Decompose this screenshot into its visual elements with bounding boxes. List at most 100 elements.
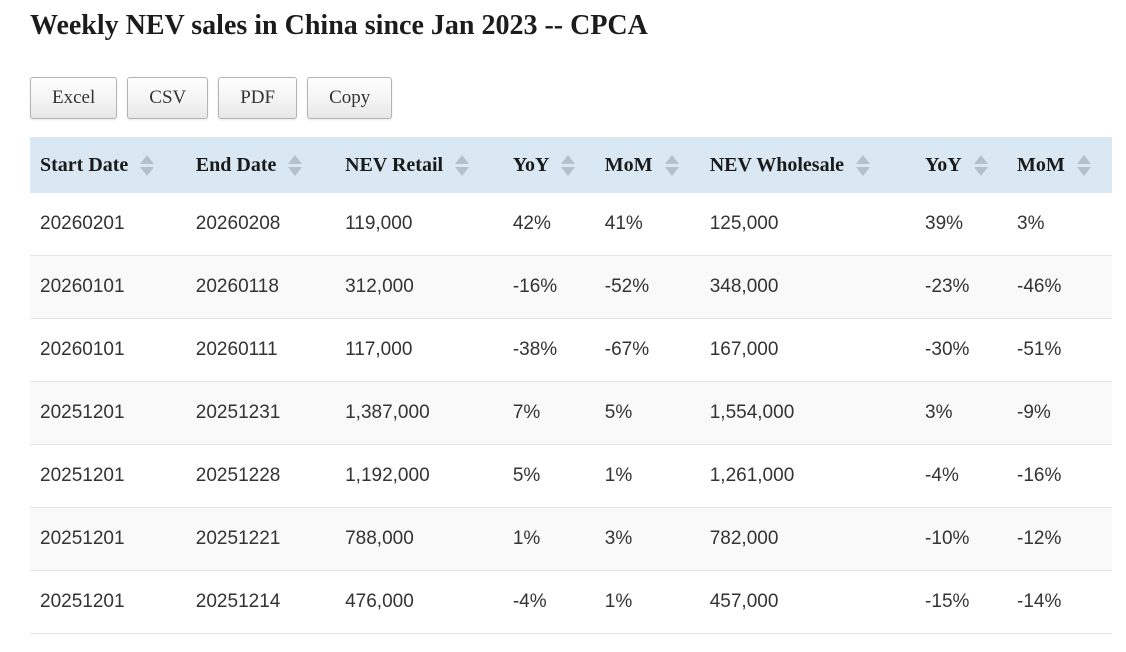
table-row: 20260101 20260111 117,000 -38% -67% 167,000 -3… [30, 318, 1112, 382]
sort-desc-icon [288, 166, 303, 176]
copy-button[interactable]: Copy [307, 77, 393, 119]
table-cell: 788,000 [335, 507, 503, 571]
table-cell: 1,192,000 [335, 444, 503, 508]
table-cell: 41% [594, 192, 700, 256]
sort-asc-icon [1076, 154, 1091, 164]
sort-arrows-icon [973, 154, 988, 176]
table-cell: 20251201 [30, 570, 186, 634]
column-header-retail-mom[interactable]: MoM [594, 137, 700, 193]
table-cell: 5% [502, 444, 595, 508]
table-cell: 20260118 [185, 255, 336, 319]
column-header-wholesale-yoy[interactable]: YoY [915, 137, 1008, 193]
table-cell: 1,387,000 [335, 381, 503, 445]
table-cell: 20251221 [185, 507, 336, 571]
table-cell: -30% [915, 318, 1008, 382]
table-cell: -51% [1007, 318, 1112, 382]
table-body: 20260201 20260208 119,000 42% 41% 125,000 39% 3… [30, 192, 1112, 634]
page-title: Weekly NEV sales in China since Jan 2023… [30, 10, 648, 41]
column-label: YoY [512, 153, 550, 176]
table-cell: -4% [915, 444, 1008, 508]
sort-desc-icon [973, 166, 988, 176]
table-cell: 1% [502, 507, 595, 571]
table-cell: -16% [502, 255, 595, 319]
table-cell: -12% [1007, 507, 1112, 571]
table-cell: 20251214 [185, 570, 336, 634]
sort-asc-icon [856, 154, 871, 164]
sort-arrows-icon [140, 154, 155, 176]
table-cell: 1% [594, 570, 700, 634]
table-cell: 3% [1007, 192, 1112, 256]
table-cell: 20251201 [30, 507, 186, 571]
table-cell: 476,000 [335, 570, 503, 634]
table-cell: 20251231 [185, 381, 336, 445]
table-cell: 1,554,000 [699, 381, 916, 445]
column-label: Start Date [40, 153, 129, 176]
page: Weekly NEV sales in China since Jan 2023… [0, 11, 1126, 640]
table-header: Start Date End Date NEV Retail YoY MoM NEV Wh… [30, 137, 1112, 193]
sort-desc-icon [664, 166, 679, 176]
table-cell: 20251201 [30, 381, 186, 445]
table-row: 20251201 20251228 1,192,000 5% 1% 1,261,000 -4… [30, 444, 1112, 508]
table-cell: 117,000 [335, 318, 503, 382]
column-label: End Date [195, 153, 277, 176]
table-cell: 1% [594, 444, 700, 508]
table-cell: -23% [915, 255, 1008, 319]
table-cell: 20260208 [185, 192, 336, 256]
table-row: 20251201 20251221 788,000 1% 3% 782,000 -10% -1… [30, 507, 1112, 571]
sort-arrows-icon [288, 154, 303, 176]
sort-asc-icon [561, 154, 576, 164]
sort-desc-icon [455, 166, 470, 176]
table-cell: 782,000 [699, 507, 916, 571]
table-cell: -38% [502, 318, 595, 382]
table-cell: -10% [915, 507, 1008, 571]
column-header-end-date[interactable]: End Date [185, 137, 336, 193]
nev-sales-table: Start Date End Date NEV Retail YoY MoM NEV Wh… [30, 137, 1112, 634]
table-cell: 20260101 [30, 318, 186, 382]
sort-asc-icon [455, 154, 470, 164]
table-cell: 3% [915, 381, 1008, 445]
column-label: YoY [925, 153, 962, 176]
table-cell: -14% [1007, 570, 1112, 634]
table-cell: -52% [594, 255, 700, 319]
table-cell: 20260101 [30, 255, 186, 319]
sort-desc-icon [1076, 166, 1091, 176]
table-cell: 3% [594, 507, 700, 571]
table-row: 20260201 20260208 119,000 42% 41% 125,000 39% 3… [30, 192, 1112, 256]
table-cell: 119,000 [335, 192, 503, 256]
sort-arrows-icon [561, 154, 576, 176]
column-label: NEV Wholesale [709, 153, 845, 176]
column-label: NEV Retail [345, 153, 444, 176]
table-cell: 1,261,000 [699, 444, 916, 508]
column-header-retail-yoy[interactable]: YoY [502, 137, 595, 193]
column-header-nev-wholesale[interactable]: NEV Wholesale [699, 137, 916, 193]
sort-arrows-icon [856, 154, 871, 176]
table-cell: 348,000 [699, 255, 916, 319]
pdf-button[interactable]: PDF [218, 77, 298, 119]
table-header-row: Start Date End Date NEV Retail YoY MoM NEV Wh… [30, 137, 1112, 193]
sort-desc-icon [140, 166, 155, 176]
sort-desc-icon [856, 166, 871, 176]
table-cell: 20260111 [185, 318, 336, 382]
export-toolbar: Excel CSV PDF Copy [30, 77, 1112, 119]
table-cell: 20251228 [185, 444, 336, 508]
sort-asc-icon [664, 154, 679, 164]
table-cell: -9% [1007, 381, 1112, 445]
sort-asc-icon [973, 154, 988, 164]
column-header-nev-retail[interactable]: NEV Retail [335, 137, 503, 193]
table-cell: 39% [915, 192, 1008, 256]
sort-desc-icon [561, 166, 576, 176]
csv-button[interactable]: CSV [127, 77, 209, 119]
sort-arrows-icon [664, 154, 679, 176]
table-cell: 167,000 [699, 318, 916, 382]
excel-button[interactable]: Excel [30, 77, 118, 119]
table-row: 20251201 20251231 1,387,000 7% 5% 1,554,000 3%… [30, 381, 1112, 445]
column-header-start-date[interactable]: Start Date [30, 137, 186, 193]
table-cell: 42% [502, 192, 595, 256]
table-cell: -15% [915, 570, 1008, 634]
sort-arrows-icon [455, 154, 470, 176]
sort-asc-icon [140, 154, 155, 164]
table-cell: 125,000 [699, 192, 916, 256]
column-label: MoM [1017, 153, 1065, 176]
column-header-wholesale-mom[interactable]: MoM [1007, 137, 1112, 193]
column-label: MoM [604, 153, 653, 176]
